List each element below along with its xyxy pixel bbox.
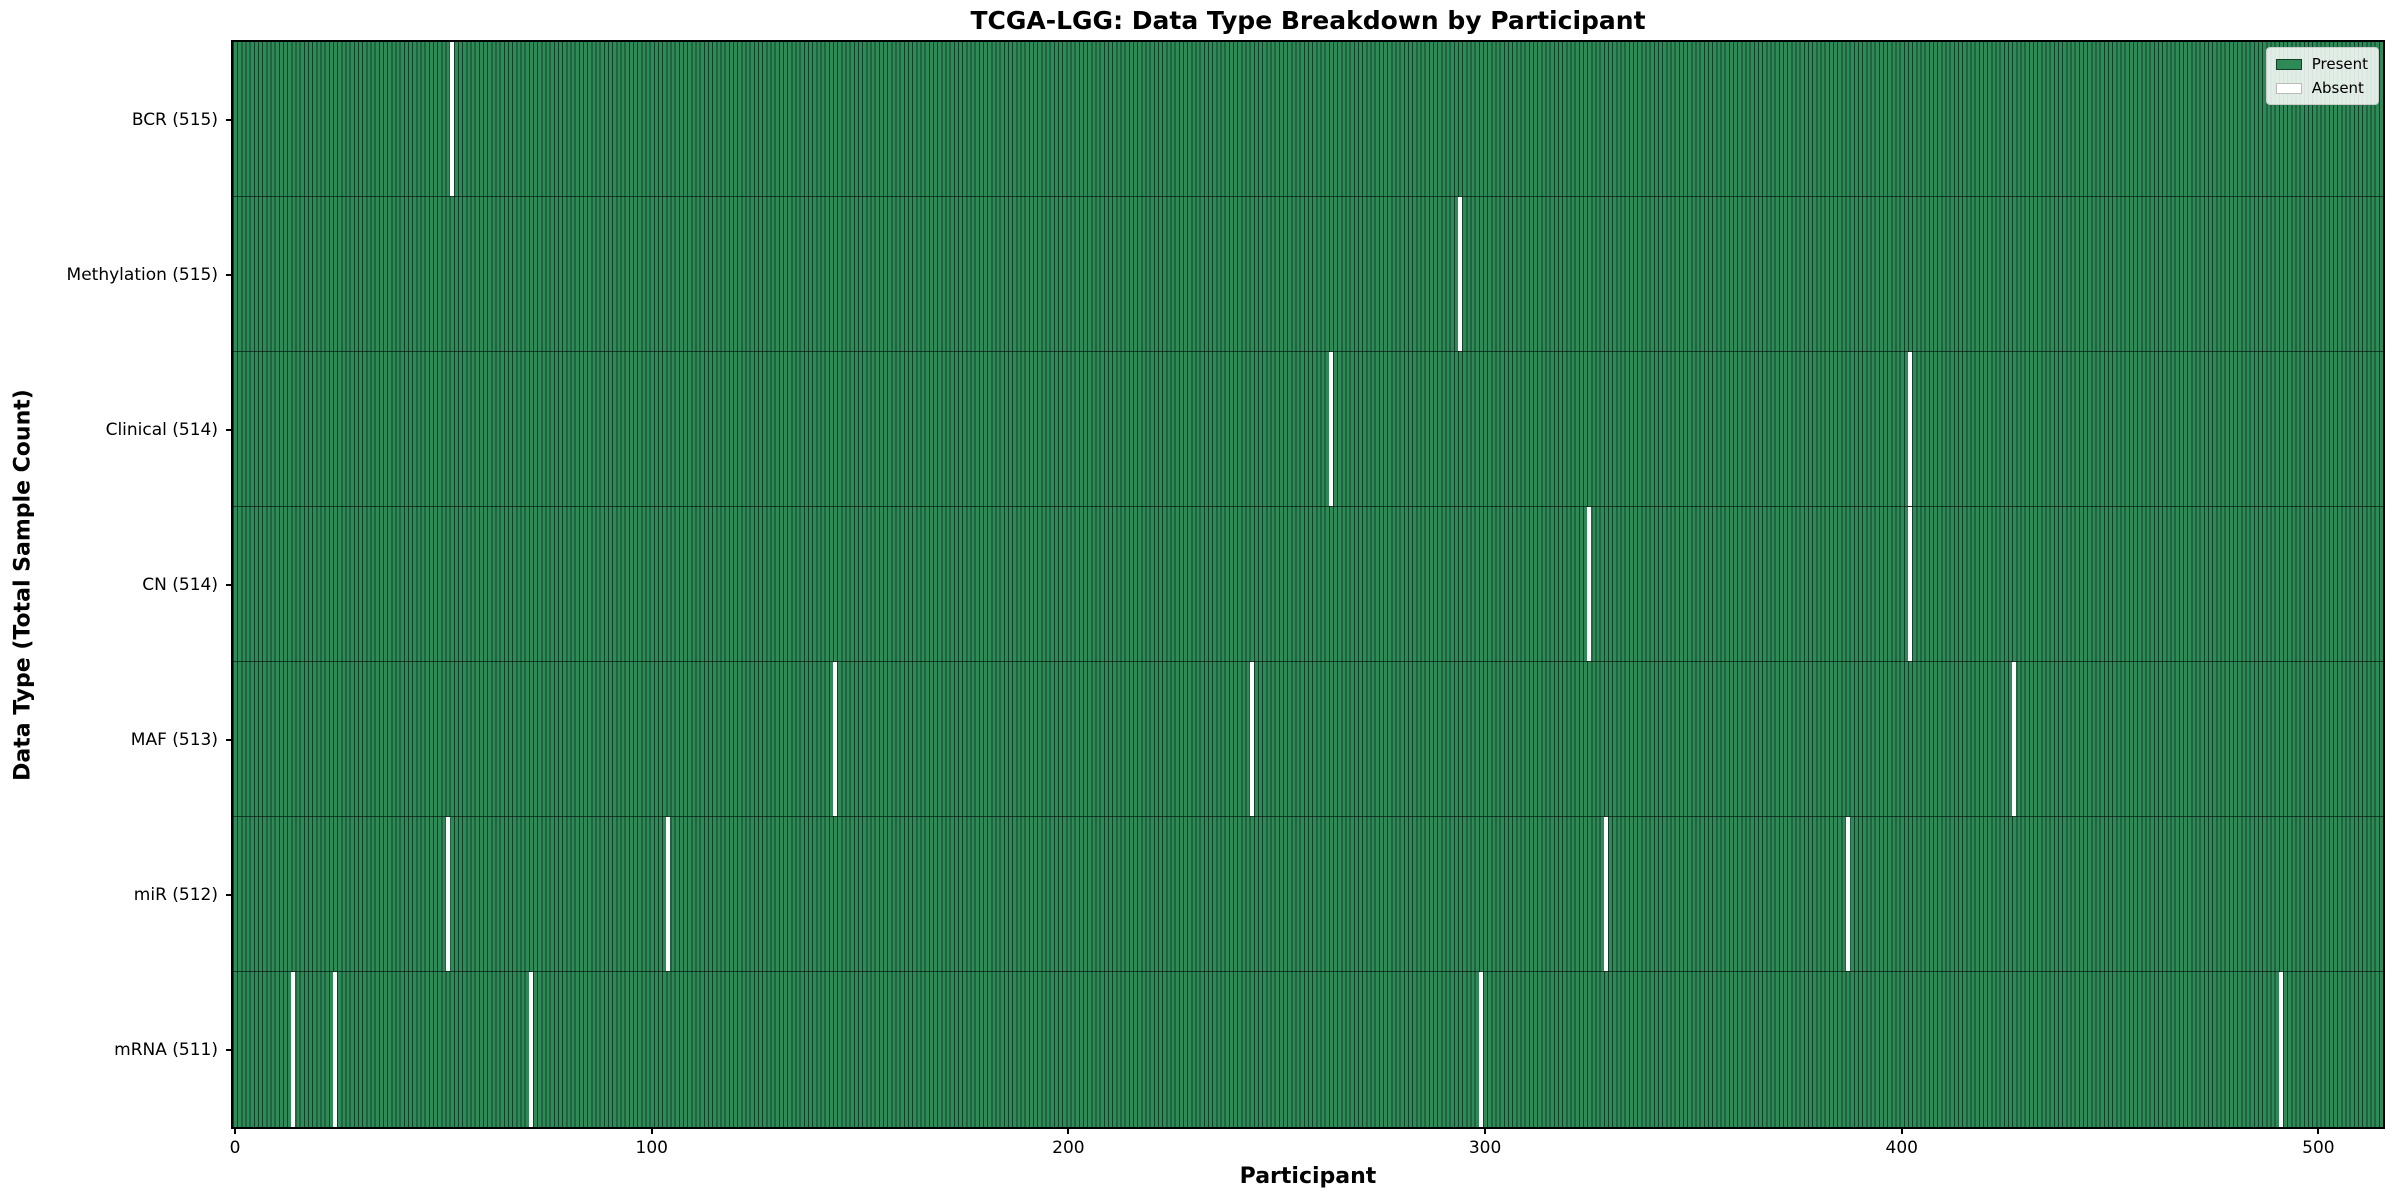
datatype-row-methylation xyxy=(233,197,2383,352)
x-tick-label: 400 xyxy=(1885,1138,1918,1158)
x-tick-mark xyxy=(1484,1127,1487,1134)
datatype-row-clinical xyxy=(233,352,2383,507)
x-tick-label: 100 xyxy=(635,1138,668,1158)
x-tick-label: 200 xyxy=(1052,1138,1085,1158)
y-tick-mark xyxy=(226,583,233,586)
y-tick-label: miR (512) xyxy=(133,884,218,905)
datatype-row-cn xyxy=(233,507,2383,662)
datatype-row-bcr xyxy=(233,42,2383,197)
legend: Present Absent xyxy=(2265,47,2379,105)
x-tick-label: 500 xyxy=(2302,1138,2335,1158)
chart-title: TCGA-LGG: Data Type Breakdown by Partici… xyxy=(970,6,1646,35)
absent-gap xyxy=(1845,817,1850,971)
legend-swatch-icon xyxy=(2275,82,2302,94)
legend-entry-absent: Absent xyxy=(2275,79,2368,97)
y-tick-label: BCR (515) xyxy=(131,109,218,130)
absent-gap xyxy=(1603,817,1608,971)
absent-gap xyxy=(1908,352,1913,506)
x-axis-label: Participant xyxy=(1239,1164,1377,1189)
datatype-row-maf xyxy=(233,662,2383,817)
absent-gap xyxy=(1587,507,1592,661)
y-tick-mark xyxy=(226,893,233,896)
y-tick-mark xyxy=(226,738,233,741)
absent-gap xyxy=(1458,197,1463,351)
y-tick-label: mRNA (511) xyxy=(114,1039,218,1060)
x-tick-mark xyxy=(2317,1127,2320,1134)
absent-gap xyxy=(1328,352,1333,506)
absent-gap xyxy=(1478,972,1483,1127)
x-tick-label: 300 xyxy=(1468,1138,1502,1158)
y-tick-mark xyxy=(226,428,233,431)
x-tick-mark xyxy=(1900,1127,1903,1134)
legend-swatch-icon xyxy=(2275,58,2302,70)
y-tick-label: Clinical (514) xyxy=(105,419,218,440)
datatype-row-mir xyxy=(233,817,2383,972)
absent-gap xyxy=(333,972,338,1127)
y-tick-label: Methylation (515) xyxy=(66,264,218,285)
y-tick-mark xyxy=(226,1048,233,1051)
y-tick-label: MAF (513) xyxy=(130,729,218,750)
absent-gap xyxy=(1908,507,1913,661)
x-tick-mark xyxy=(234,1127,237,1134)
absent-gap xyxy=(449,42,454,196)
legend-label: Absent xyxy=(2311,79,2364,97)
absent-gap xyxy=(2278,972,2283,1127)
x-tick-mark xyxy=(1067,1127,1070,1134)
absent-gap xyxy=(291,972,296,1127)
absent-gap xyxy=(528,972,533,1127)
datatype-row-mrna xyxy=(233,972,2383,1127)
y-tick-mark xyxy=(226,273,233,276)
legend-label: Present xyxy=(2311,55,2368,73)
absent-gap xyxy=(1249,662,1254,816)
absent-gap xyxy=(2012,662,2017,816)
y-axis-label: Data Type (Total Sample Count) xyxy=(10,389,36,781)
x-tick-mark xyxy=(650,1127,653,1134)
absent-gap xyxy=(833,662,838,816)
y-tick-label: CN (514) xyxy=(142,574,218,595)
absent-gap xyxy=(445,817,450,971)
absent-gap xyxy=(666,817,671,971)
y-tick-mark xyxy=(226,118,233,121)
x-tick-label: 0 xyxy=(229,1138,241,1158)
plot-area xyxy=(233,42,2383,1127)
legend-entry-present: Present xyxy=(2275,55,2368,73)
